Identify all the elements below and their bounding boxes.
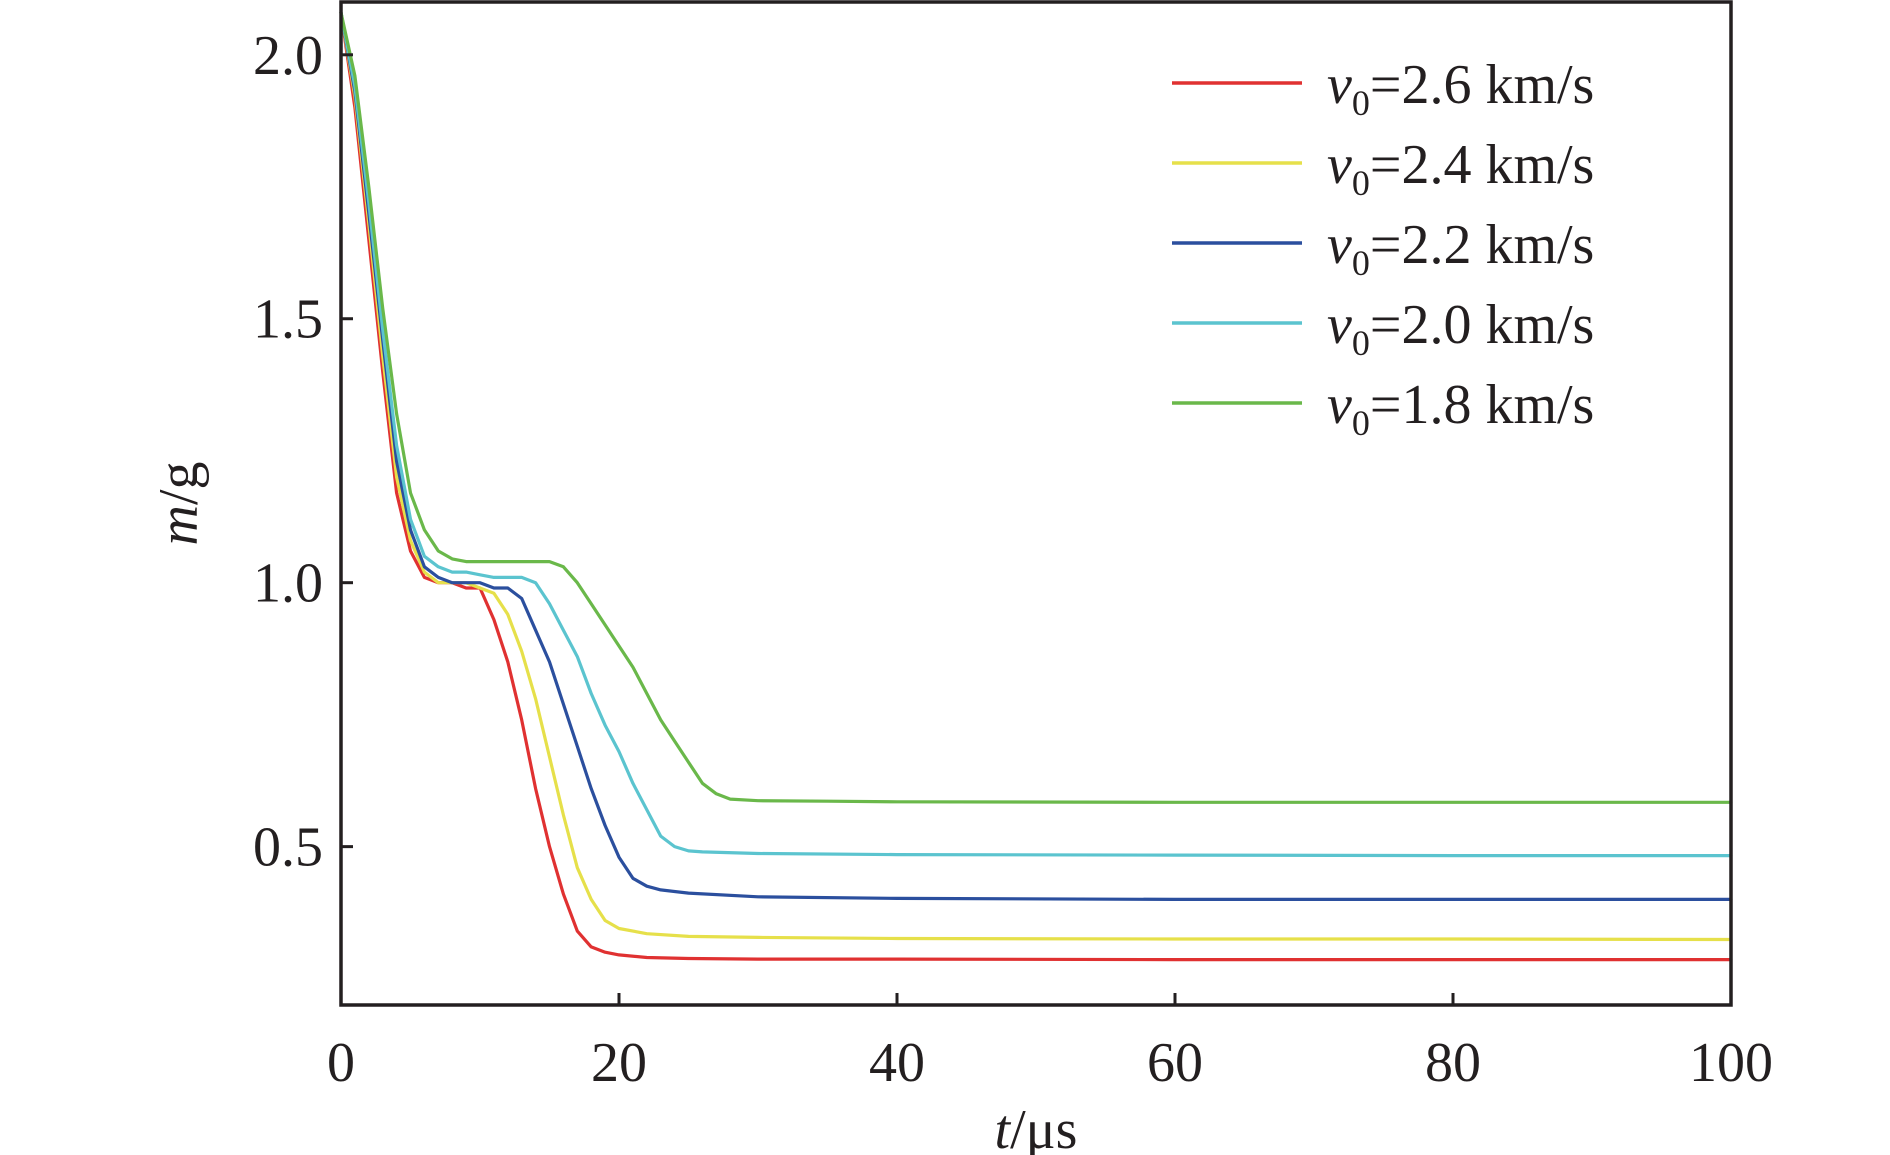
- series-line-4: [339, 11, 1733, 858]
- y-tick-label: 1.0: [253, 553, 323, 615]
- x-tick-label: 60: [1147, 1032, 1203, 1094]
- x-axis-label-unit: /μs: [1010, 1099, 1077, 1155]
- x-tick-label: 80: [1425, 1032, 1481, 1094]
- legend-label-5: v0=1.8 km/s: [1327, 374, 1594, 443]
- x-tick-label: 100: [1689, 1032, 1773, 1094]
- x-tick-label: 20: [591, 1032, 647, 1094]
- series-line-5: [339, 11, 1733, 804]
- x-tick-label: 0: [327, 1032, 355, 1094]
- y-axis-label-var: m: [148, 505, 210, 545]
- series-line-2: [339, 11, 1733, 942]
- legend-label-3: v0=2.2 km/s: [1327, 214, 1594, 283]
- series-line-1: [339, 11, 1733, 962]
- legend-label-4: v0=2.0 km/s: [1327, 294, 1594, 363]
- x-axis-label-var: t: [995, 1099, 1012, 1155]
- x-tick-label: 40: [869, 1032, 925, 1094]
- series-layer: [339, 11, 1733, 962]
- plot-frame: [339, 0, 1733, 1007]
- y-tick-label: 1.5: [253, 289, 323, 351]
- x-axis-label: t/μs: [995, 1099, 1078, 1155]
- y-axis-label: m/g: [148, 461, 210, 545]
- legend-label-2: v0=2.4 km/s: [1327, 134, 1594, 203]
- y-tick-label: 0.5: [253, 817, 323, 879]
- y-tick-label: 2.0: [253, 25, 323, 87]
- y-axis-label-unit: /g: [148, 461, 210, 505]
- legend-label-1: v0=2.6 km/s: [1327, 54, 1594, 123]
- legend: v0=2.6 km/s v0=2.4 km/s v0=2.2 km/s v0=2.0 …: [1172, 54, 1594, 443]
- series-line-3: [339, 11, 1733, 902]
- ticks-layer: 0 20 40 60 80 100 0.5 1.0 1.5 2.0: [253, 25, 1773, 1094]
